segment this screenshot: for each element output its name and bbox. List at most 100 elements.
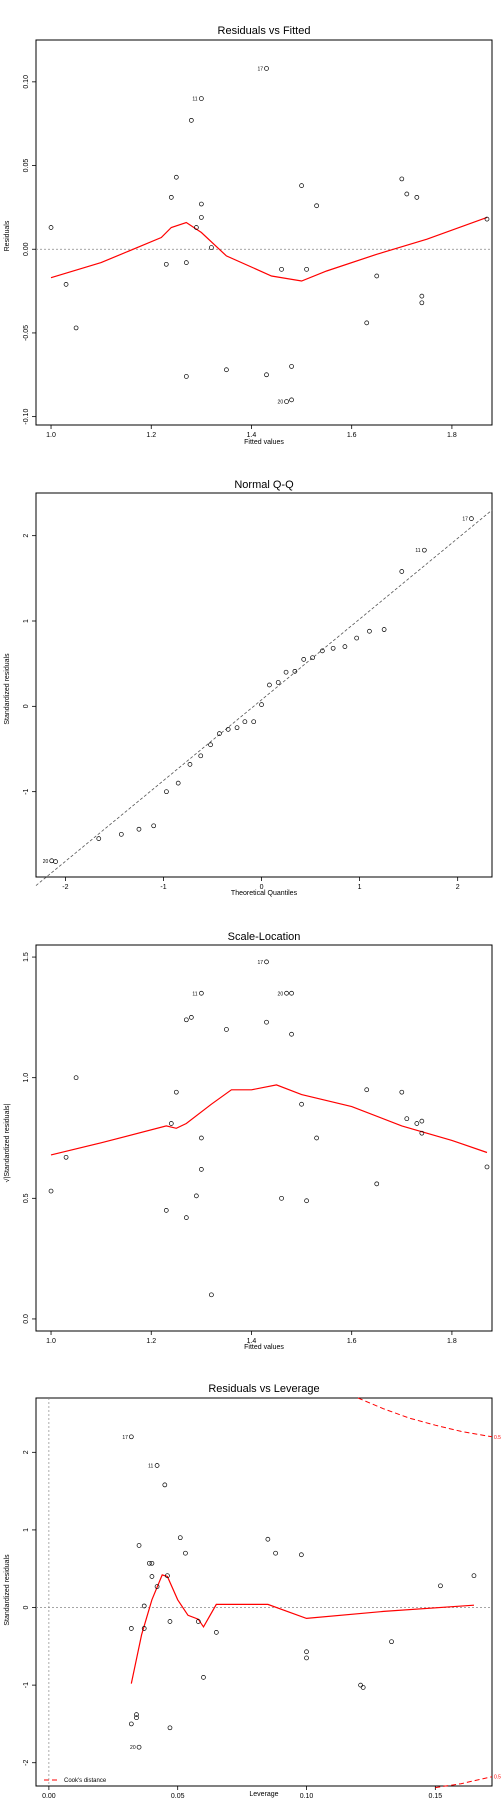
chart-title: Residuals vs Leverage: [208, 1383, 319, 1395]
data-point: [259, 702, 264, 707]
data-point: [389, 1639, 394, 1645]
data-point: [48, 225, 54, 230]
data-point: [330, 645, 336, 651]
y-tick-label: 1.5: [23, 952, 30, 962]
x-axis-label: Fitted values: [244, 1344, 284, 1351]
data-point: [173, 174, 179, 180]
data-point: [175, 780, 181, 786]
data-point: [128, 1434, 134, 1440]
data-point: [289, 397, 294, 403]
data-point: [167, 1619, 173, 1624]
y-tick-label: 1.0: [23, 1073, 30, 1083]
x-tick-label: -2: [62, 884, 68, 891]
data-point: [168, 1121, 174, 1126]
data-point: [292, 668, 298, 674]
data-point: [399, 1089, 405, 1095]
data-point: [154, 1584, 160, 1589]
normal-qq-panel: Normal Q-Q Theoretical Quantiles Standar…: [4, 479, 493, 897]
data-point: [284, 399, 289, 404]
data-point: [163, 261, 169, 267]
x-tick-label: 1.8: [447, 432, 457, 439]
data-point: [289, 1031, 294, 1037]
data-point: [96, 836, 102, 841]
data-point: [399, 176, 405, 182]
data-point: [414, 194, 420, 200]
chart-title: Scale-Location: [228, 931, 301, 943]
data-point: [304, 1655, 309, 1661]
data-point: [419, 1130, 425, 1136]
data-point: [73, 1075, 79, 1081]
data-point: [225, 727, 231, 732]
data-point: [304, 266, 309, 272]
legend-label: Cook's distance: [64, 1778, 107, 1784]
qq-reference-line: [35, 509, 493, 886]
point-label: 11: [415, 548, 420, 554]
data-point: [199, 96, 204, 101]
data-point: [364, 320, 370, 326]
data-point: [299, 1552, 304, 1558]
data-point: [314, 1135, 319, 1141]
data-point: [134, 1712, 139, 1717]
cooks-distance-label: 0.5: [494, 1435, 501, 1441]
data-point: [404, 191, 410, 197]
data-point: [242, 719, 248, 725]
data-point: [414, 1121, 420, 1126]
data-point: [141, 1603, 147, 1609]
data-point: [360, 1685, 366, 1690]
y-tick-label: 0.00: [23, 242, 30, 256]
data-point: [399, 569, 405, 574]
data-point: [187, 762, 193, 767]
data-point: [438, 1583, 443, 1589]
data-point: [319, 648, 325, 654]
x-tick-label: 1.6: [347, 432, 357, 439]
data-point: [283, 669, 289, 675]
data-point: [173, 1089, 179, 1095]
point-label: 17: [122, 1435, 128, 1441]
data-point: [404, 1116, 410, 1122]
x-tick-label: -1: [160, 884, 166, 891]
chart-title: Residuals vs Fitted: [218, 25, 311, 37]
x-tick-label: 1.8: [447, 1338, 457, 1345]
data-point: [165, 1573, 170, 1579]
data-point: [213, 1630, 219, 1635]
data-point: [264, 66, 269, 71]
x-tick-label: 1.4: [247, 432, 257, 439]
data-point: [301, 657, 307, 662]
data-point: [147, 1560, 152, 1566]
data-point: [164, 789, 169, 795]
data-point: [484, 216, 490, 222]
y-tick-label: 0.05: [23, 159, 30, 173]
data-point: [154, 1463, 160, 1468]
data-point: [342, 644, 348, 649]
data-point: [194, 1193, 199, 1199]
data-point: [167, 1725, 173, 1731]
data-point: [198, 753, 204, 759]
y-tick-label: 0.5: [23, 1193, 30, 1203]
data-point: [201, 1675, 206, 1680]
data-point: [183, 1215, 189, 1220]
x-tick-label: 1: [358, 884, 362, 891]
x-axis-label: Leverage: [249, 1791, 278, 1798]
data-point: [289, 990, 294, 996]
data-point: [162, 1482, 168, 1488]
data-point: [354, 635, 360, 641]
data-point: [310, 655, 315, 661]
y-tick-label: -0.05: [23, 325, 30, 341]
data-point: [469, 516, 474, 521]
data-point: [224, 1027, 229, 1032]
data-point: [273, 1550, 278, 1556]
point-label: 11: [192, 97, 197, 103]
data-point: [183, 260, 189, 265]
data-point: [358, 1682, 363, 1688]
data-point: [264, 372, 269, 378]
data-point: [199, 990, 204, 996]
y-tick-label: -2: [23, 1760, 30, 1766]
data-point: [367, 628, 372, 634]
data-point: [265, 1536, 271, 1542]
x-tick-label: 0.05: [171, 1793, 185, 1800]
data-point: [53, 859, 58, 864]
x-tick-label: 1.4: [247, 1338, 257, 1345]
x-tick-label: 0.00: [42, 1793, 56, 1800]
data-point: [419, 1118, 425, 1124]
data-point: [419, 293, 425, 299]
